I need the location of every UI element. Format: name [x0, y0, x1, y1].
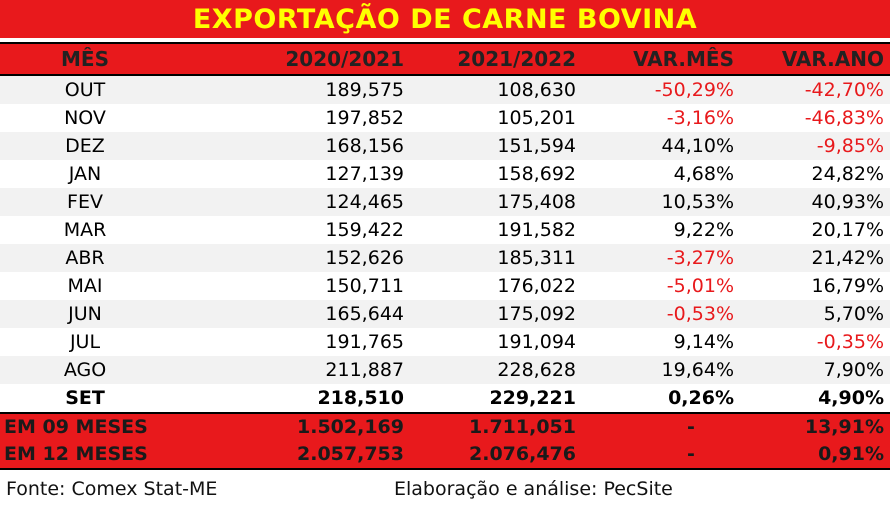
var-ano-cell: 5,70%	[740, 300, 890, 328]
month-cell: OUT	[0, 75, 170, 104]
value-2020-2021: 211,887	[170, 356, 410, 384]
table-row: ABR 152,626 185,311 -3,27% 21,42%	[0, 244, 890, 272]
value-2020-2021: 159,422	[170, 216, 410, 244]
total-row-9-months: EM 09 MESES 1.502,169 1.711,051 - 13,91%	[0, 412, 890, 441]
var-mes-cell: -0,53%	[582, 300, 740, 328]
var-mes-cell: 9,22%	[582, 216, 740, 244]
value-2021-2022: 175,408	[410, 188, 582, 216]
export-table: MÊS 2020/2021 2021/2022 VAR.MÊS VAR.ANO …	[0, 42, 890, 470]
value-2021-2022: 105,201	[410, 104, 582, 132]
value-2020-2021: 191,765	[170, 328, 410, 356]
var-mes-cell: -3,16%	[582, 104, 740, 132]
value-2021-2022: 151,594	[410, 132, 582, 160]
var-ano-cell: 40,93%	[740, 188, 890, 216]
value-2021-2022: 228,628	[410, 356, 582, 384]
var-mes-cell: 44,10%	[582, 132, 740, 160]
total-label: EM 09 MESES	[0, 412, 170, 441]
month-cell: MAR	[0, 216, 170, 244]
value-2020-2021: 165,644	[170, 300, 410, 328]
value-2021-2022: 158,692	[410, 160, 582, 188]
total-2020-2021: 2.057,753	[170, 441, 410, 470]
table-row: MAI 150,711 176,022 -5,01% 16,79%	[0, 272, 890, 300]
table-row: NOV 197,852 105,201 -3,16% -46,83%	[0, 104, 890, 132]
value-2021-2022: 108,630	[410, 75, 582, 104]
var-ano-cell: 20,17%	[740, 216, 890, 244]
table-row: JUN 165,644 175,092 -0,53% 5,70%	[0, 300, 890, 328]
source-note: Fonte: Comex Stat-ME	[6, 478, 218, 500]
var-mes-cell: 19,64%	[582, 356, 740, 384]
value-2020-2021: 168,156	[170, 132, 410, 160]
var-ano-cell: 24,82%	[740, 160, 890, 188]
col-header-2020-2021: 2020/2021	[170, 42, 410, 76]
var-ano-cell: -0,35%	[740, 328, 890, 356]
total-var-ano: 13,91%	[740, 412, 890, 441]
value-2020-2021: 124,465	[170, 188, 410, 216]
value-2020-2021: 218,510	[170, 384, 410, 414]
col-header-var-ano: VAR.ANO	[740, 42, 890, 76]
total-2021-2022: 2.076,476	[410, 441, 582, 470]
var-mes-cell: -5,01%	[582, 272, 740, 300]
value-2021-2022: 185,311	[410, 244, 582, 272]
value-2020-2021: 189,575	[170, 75, 410, 104]
var-ano-cell: -46,83%	[740, 104, 890, 132]
col-header-2021-2022: 2021/2022	[410, 42, 582, 76]
var-mes-cell: -50,29%	[582, 75, 740, 104]
month-cell: ABR	[0, 244, 170, 272]
credit-note: Elaboração e análise: PecSite	[394, 478, 673, 500]
month-cell: NOV	[0, 104, 170, 132]
total-var-mes: -	[582, 412, 740, 441]
table-row-current-month: SET 218,510 229,221 0,26% 4,90%	[0, 384, 890, 414]
var-ano-cell: -9,85%	[740, 132, 890, 160]
month-cell: JAN	[0, 160, 170, 188]
month-cell: FEV	[0, 188, 170, 216]
table-row: JUL 191,765 191,094 9,14% -0,35%	[0, 328, 890, 356]
month-cell: SET	[0, 384, 170, 414]
table-row: OUT 189,575 108,630 -50,29% -42,70%	[0, 75, 890, 104]
var-mes-cell: 0,26%	[582, 384, 740, 414]
table-row: JAN 127,139 158,692 4,68% 24,82%	[0, 160, 890, 188]
month-cell: DEZ	[0, 132, 170, 160]
value-2021-2022: 191,094	[410, 328, 582, 356]
total-label: EM 12 MESES	[0, 441, 170, 470]
value-2021-2022: 229,221	[410, 384, 582, 414]
table-row: FEV 124,465 175,408 10,53% 40,93%	[0, 188, 890, 216]
total-row-12-months: EM 12 MESES 2.057,753 2.076,476 - 0,91%	[0, 441, 890, 470]
var-ano-cell: 4,90%	[740, 384, 890, 414]
value-2021-2022: 175,092	[410, 300, 582, 328]
col-header-var-mes: VAR.MÊS	[582, 42, 740, 76]
var-ano-cell: 7,90%	[740, 356, 890, 384]
month-cell: AGO	[0, 356, 170, 384]
total-var-ano: 0,91%	[740, 441, 890, 470]
total-2020-2021: 1.502,169	[170, 412, 410, 441]
col-header-month: MÊS	[0, 42, 170, 76]
table-title: EXPORTAÇÃO DE CARNE BOVINA	[0, 0, 890, 38]
var-mes-cell: 4,68%	[582, 160, 740, 188]
value-2020-2021: 150,711	[170, 272, 410, 300]
month-cell: JUL	[0, 328, 170, 356]
value-2020-2021: 197,852	[170, 104, 410, 132]
month-cell: MAI	[0, 272, 170, 300]
total-2021-2022: 1.711,051	[410, 412, 582, 441]
table-row: DEZ 168,156 151,594 44,10% -9,85%	[0, 132, 890, 160]
value-2021-2022: 191,582	[410, 216, 582, 244]
total-var-mes: -	[582, 441, 740, 470]
month-cell: JUN	[0, 300, 170, 328]
var-mes-cell: 9,14%	[582, 328, 740, 356]
value-2020-2021: 127,139	[170, 160, 410, 188]
var-ano-cell: -42,70%	[740, 75, 890, 104]
value-2020-2021: 152,626	[170, 244, 410, 272]
footer: Fonte: Comex Stat-ME Elaboração e anális…	[6, 476, 886, 502]
var-ano-cell: 16,79%	[740, 272, 890, 300]
var-mes-cell: -3,27%	[582, 244, 740, 272]
table-row: AGO 211,887 228,628 19,64% 7,90%	[0, 356, 890, 384]
var-mes-cell: 10,53%	[582, 188, 740, 216]
value-2021-2022: 176,022	[410, 272, 582, 300]
table-row: MAR 159,422 191,582 9,22% 20,17%	[0, 216, 890, 244]
var-ano-cell: 21,42%	[740, 244, 890, 272]
header-row: MÊS 2020/2021 2021/2022 VAR.MÊS VAR.ANO	[0, 42, 890, 76]
